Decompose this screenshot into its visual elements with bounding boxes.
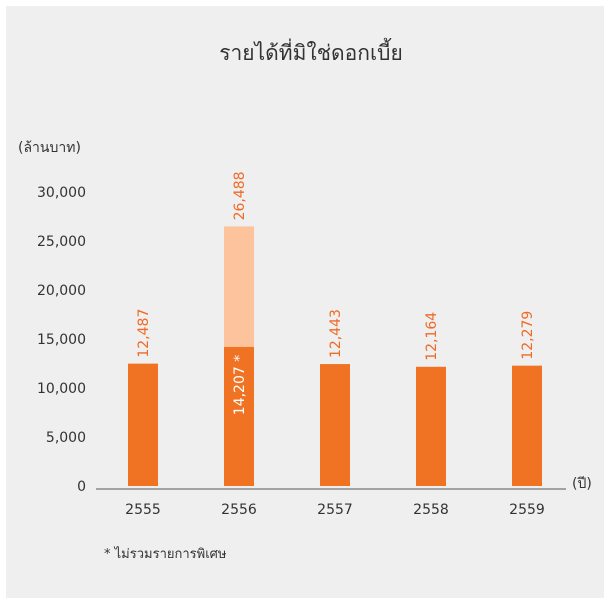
x-tick-label: 2559 <box>509 502 545 518</box>
y-tick-label: 0 <box>77 479 86 495</box>
x-tick-label: 2556 <box>221 502 257 518</box>
chart-title: รายได้ที่มิใช่ดอกเบี้ย <box>219 38 403 65</box>
bars <box>128 226 542 486</box>
y-tick-label: 15,000 <box>37 332 86 348</box>
data-label: 12,443 <box>328 309 344 358</box>
bar-special-items <box>224 226 254 347</box>
y-tick-label: 5,000 <box>46 430 86 446</box>
bar <box>224 346 254 486</box>
x-tick-labels: 2555 2556 2557 2558 2559 <box>125 502 545 518</box>
y-tick-label: 10,000 <box>37 381 86 397</box>
data-label: 12,279 <box>520 311 536 360</box>
x-axis-label: (ปี) <box>572 476 592 492</box>
data-labels: 12,487 26,488 12,443 12,164 12,279 14,207 * <box>136 171 536 415</box>
data-label: 12,164 <box>424 312 440 361</box>
y-tick-labels: 0 5,000 10,000 15,000 20,000 25,000 30,000 <box>37 185 86 495</box>
x-tick-label: 2557 <box>317 502 353 518</box>
x-tick-label: 2558 <box>413 502 449 518</box>
bar <box>512 365 542 486</box>
data-label: 26,488 <box>232 171 248 220</box>
bar <box>320 364 350 486</box>
data-label: 12,487 <box>136 309 152 358</box>
bar <box>416 366 446 486</box>
bar-chart: รายได้ที่มิใช่ดอกเบี้ย (ล้านบาท) 0 5,000 1… <box>18 38 592 562</box>
y-tick-label: 25,000 <box>37 234 86 250</box>
y-axis-label: (ล้านบาท) <box>18 140 81 156</box>
inner-data-label: 14,207 * <box>232 355 248 415</box>
bar <box>128 363 158 486</box>
y-tick-label: 30,000 <box>37 185 86 201</box>
x-tick-label: 2555 <box>125 502 161 518</box>
chart-panel: รายได้ที่มิใช่ดอกเบี้ย (ล้านบาท) 0 5,000 1… <box>6 6 604 598</box>
y-tick-label: 20,000 <box>37 283 86 299</box>
footnote: * ไม่รวมรายการพิเศษ <box>104 546 227 562</box>
